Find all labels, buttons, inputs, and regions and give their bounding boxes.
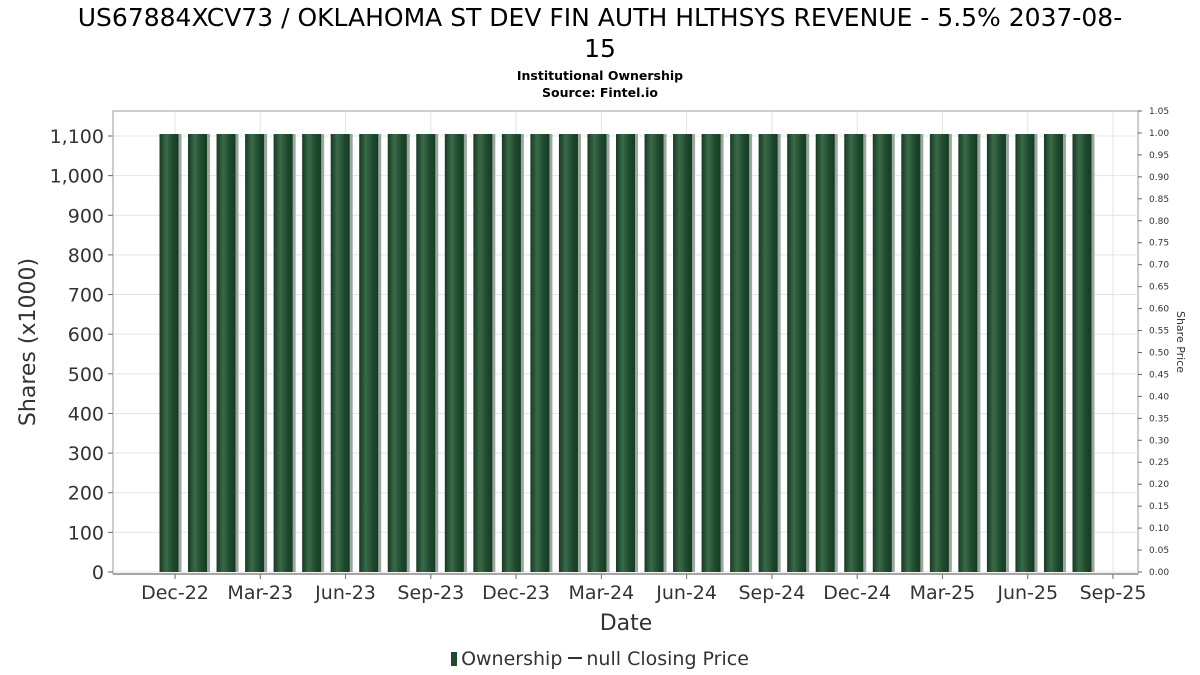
y2-tick-label: 0.95 [1149,151,1169,161]
ownership-bar [616,134,635,572]
y2-tick-label: 0.10 [1149,524,1169,534]
ownership-bar [558,134,578,572]
y-tick-label: 300 [68,443,104,465]
ownership-bar [958,134,978,572]
y2-tick-label: 1.00 [1149,129,1169,139]
ownership-bar [416,134,436,572]
y-tick-label: 900 [68,205,104,227]
ownership-bar [1043,134,1063,572]
x-tick-label: Sep-24 [738,582,805,604]
x-tick-label: Dec-22 [141,582,209,604]
y-tick-label: 0 [92,562,104,584]
ownership-bar [815,134,835,572]
legend-ownership-label: Ownership [461,648,563,670]
y2-tick-label: 0.25 [1149,458,1169,468]
y2-tick-label: 0.65 [1149,283,1169,293]
y2-tick-label: 0.40 [1149,392,1169,402]
chart-source: Source: Fintel.io [542,85,658,100]
y2-tick-label: 0.45 [1149,370,1169,380]
ownership-bar [501,134,521,572]
ownership-bar [986,134,1006,572]
y2-tick-label: 0.85 [1149,195,1169,205]
y-tick-label: 200 [68,483,104,505]
y2-tick-label: 0.70 [1149,261,1169,271]
ownership-bar [701,134,721,572]
x-tick-label: Mar-25 [910,582,976,604]
ownership-bar [1072,134,1092,572]
y-tick-label: 800 [68,245,104,267]
y-tick-label: 1,000 [50,166,104,188]
x-tick-label: Jun-25 [996,582,1058,604]
ownership-bar [273,134,293,572]
ownership-bar [901,134,921,572]
y-tick-label: 100 [68,522,104,544]
ownership-bar [644,134,664,572]
y2-tick-label: 1.05 [1149,107,1169,117]
x-tick-label: Mar-23 [227,582,293,604]
ownership-bar [872,134,892,572]
x-tick-label: Sep-23 [397,582,464,604]
y2-tick-label: 0.20 [1149,480,1169,490]
x-tick-label: Jun-24 [655,582,717,604]
chart-legend: Ownership null Closing Price [0,648,1200,670]
y2-tick-label: 0.15 [1149,502,1169,512]
ownership-bar [587,134,607,572]
y-tick-label: 1,100 [50,126,104,148]
ownership-bar [929,134,949,572]
y-axis-title: Shares (x1000) [16,258,41,426]
y2-tick-label: 0.80 [1149,217,1169,227]
legend-ownership-swatch [451,652,458,666]
ownership-bar [387,134,407,572]
ownership-bar [444,134,464,572]
legend-price-swatch [568,657,583,659]
x-tick-label: Dec-23 [482,582,550,604]
y2-tick-label: 0.35 [1149,414,1169,424]
legend-price-label: null Closing Price [586,648,749,670]
ownership-bar [302,134,322,572]
ownership-bar [1015,134,1035,572]
ownership-bar [787,134,807,572]
ownership-bar [473,134,493,572]
ownership-bar [245,134,265,572]
ownership-bar [730,134,750,572]
ownership-bar [359,134,379,572]
ownership-bar [844,134,864,572]
y2-axis-title: Share Price [1174,311,1187,373]
chart-title-line-2: 15 [584,34,616,63]
ownership-bar [758,134,778,572]
ownership-bar [216,134,236,572]
ownership-bar [188,134,208,572]
x-tick-label: Sep-25 [1080,582,1147,604]
y2-tick-label: 0.90 [1149,173,1169,183]
x-tick-label: Dec-24 [823,582,891,604]
y-tick-label: 600 [68,324,104,346]
y2-tick-label: 0.60 [1149,305,1169,315]
ownership-bar [330,134,350,572]
x-tick-label: Jun-23 [314,582,376,604]
y-tick-label: 500 [68,364,104,386]
y-tick-label: 700 [68,285,104,307]
ownership-bar [673,134,693,572]
y2-tick-label: 0.55 [1149,327,1169,337]
y2-tick-label: 0.75 [1149,239,1169,249]
y2-tick-label: 0.30 [1149,436,1169,446]
ownership-bar [530,134,550,572]
y2-tick-label: 0.05 [1149,546,1169,556]
y2-tick-label: 0.50 [1149,348,1169,358]
ownership-bar [159,134,179,572]
chart-title: US67884XCV73 / OKLAHOMA ST DEV FIN AUTH … [0,2,1200,64]
y2-tick-label: 0.00 [1149,568,1169,578]
x-axis-title: Date [600,611,653,636]
y-tick-label: 400 [68,403,104,425]
x-tick-label: Mar-24 [569,582,635,604]
chart-title-line-1: US67884XCV73 / OKLAHOMA ST DEV FIN AUTH … [77,3,1123,32]
chart-subtitle: Institutional Ownership [516,68,684,83]
